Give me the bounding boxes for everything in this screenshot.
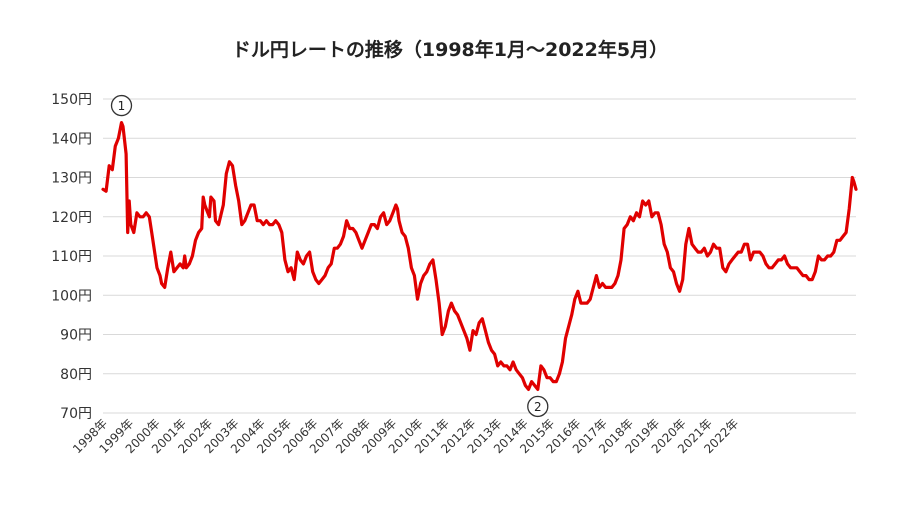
grid-lines (103, 98, 856, 414)
annotation-marker-1: 1 (110, 94, 133, 117)
y-tick-label: 90円 (60, 328, 92, 344)
marker-label: 2 (534, 400, 542, 414)
marker-label: 1 (118, 99, 126, 113)
y-tick-label: 140円 (51, 131, 92, 147)
y-tick-label: 70円 (60, 406, 92, 422)
y-tick-label: 130円 (51, 171, 92, 187)
marker-circle (527, 395, 549, 418)
y-tick-label: 150円 (51, 92, 92, 108)
x-axis-ticks: 1998年1999年2000年2001年2002年2003年2004年2005年… (70, 416, 741, 456)
chart-title: ドル円レートの推移（1998年1月～2022年5月） (232, 38, 668, 61)
y-tick-label: 80円 (60, 367, 92, 383)
y-axis-ticks: 150円 140円 130円 120円 110円 100円 90円 80円 70円 (51, 92, 92, 422)
marker-circle (110, 94, 133, 117)
y-tick-label: 110円 (51, 249, 92, 265)
y-tick-label: 100円 (51, 288, 92, 304)
series-layer (101, 121, 858, 391)
annotation-marker-2: 2 (527, 395, 549, 418)
annotations: 12 (110, 94, 549, 418)
usd-jpy-line (101, 121, 858, 391)
y-tick-label: 120円 (51, 210, 92, 226)
